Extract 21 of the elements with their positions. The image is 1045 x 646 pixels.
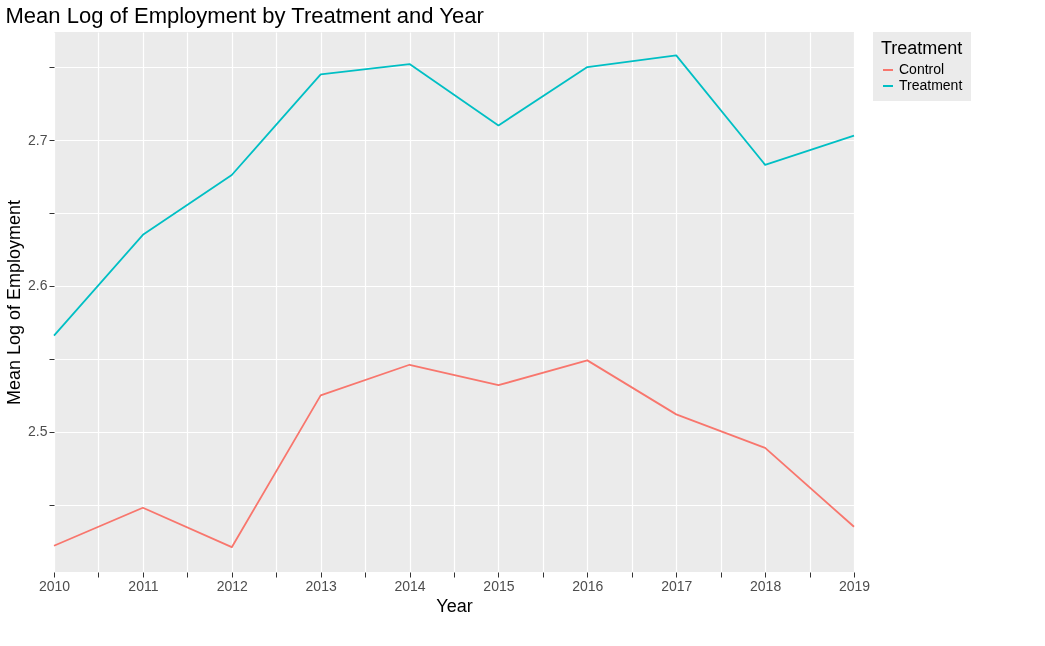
y-tick-label: 2.7 xyxy=(28,131,48,148)
x-tick-label: 2010 xyxy=(38,577,71,594)
x-tick-label: 2015 xyxy=(483,577,515,594)
x-tick-label: 2012 xyxy=(216,577,249,594)
legend-label: Control xyxy=(899,61,945,77)
legend-title: Treatment xyxy=(881,38,963,58)
line-series xyxy=(53,54,855,337)
y-tick-label: 2.6 xyxy=(28,277,48,294)
legend-label: Treatment xyxy=(899,77,963,93)
line-series xyxy=(53,359,855,549)
chart-title: Mean Log of Employment by Treatment and Year xyxy=(5,3,484,28)
x-axis-title: Year xyxy=(436,595,473,616)
x-tick-label: 2019 xyxy=(838,577,871,594)
x-tick-label: 2018 xyxy=(750,577,782,594)
x-tick-label: 2014 xyxy=(394,577,426,594)
x-tick-label: 2013 xyxy=(305,577,337,594)
x-tick-label: 2011 xyxy=(128,577,159,594)
y-tick-label: 2.5 xyxy=(28,423,48,440)
y-axis-title: Mean Log of Employment xyxy=(4,199,25,406)
x-tick-label: 2016 xyxy=(572,577,604,594)
x-tick-label: 2017 xyxy=(661,577,693,594)
